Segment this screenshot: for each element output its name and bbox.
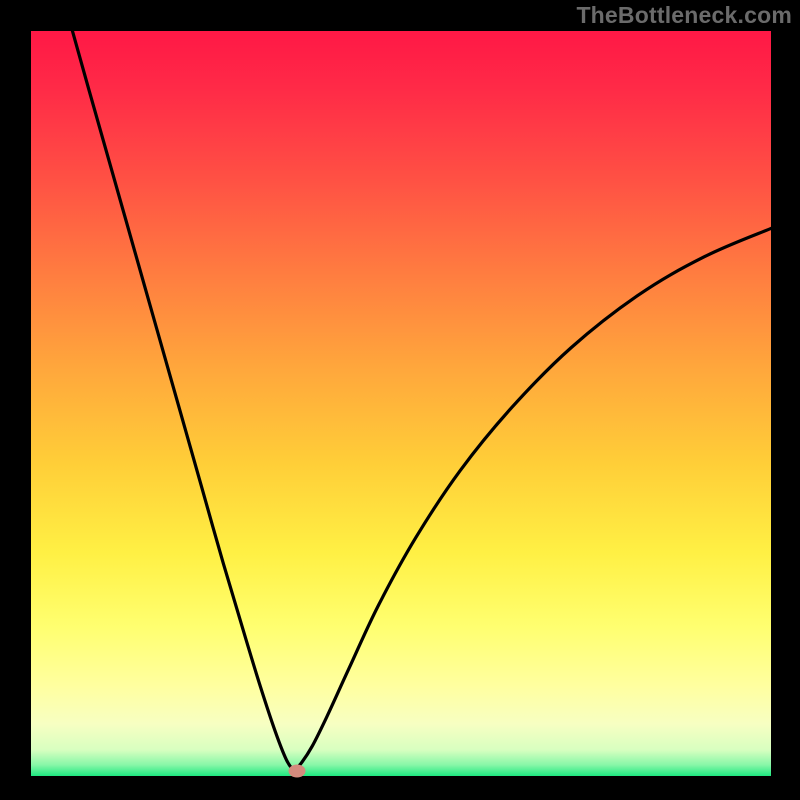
plot-svg bbox=[0, 0, 800, 800]
chart-container: TheBottleneck.com bbox=[0, 0, 800, 800]
plot-background bbox=[31, 31, 771, 776]
cusp-marker bbox=[289, 764, 306, 777]
